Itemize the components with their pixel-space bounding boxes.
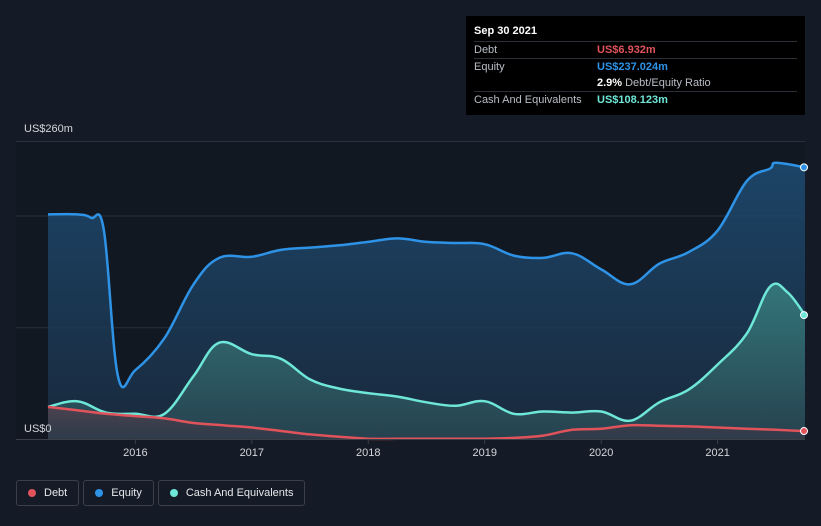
x-tick-label-2020: 2020 (589, 447, 613, 459)
tooltip-cash-label: Cash And Equivalents (474, 94, 582, 106)
x-tick-label-2017: 2017 (240, 447, 264, 459)
legend-label-debt: Debt (44, 487, 68, 499)
area-cash-and-equivalents (48, 283, 805, 439)
legend-item-debt[interactable]: Debt (16, 480, 80, 506)
line-cash-and-equivalents (47, 282, 807, 423)
end-marker-equity (800, 163, 808, 172)
tooltip-ratio-label: Debt/Equity Ratio (625, 77, 711, 89)
tooltip-row-ratio: 2.9% Debt/Equity Ratio (474, 75, 797, 91)
end-marker-debt (800, 427, 808, 436)
y-axis-top-label: US$260m (24, 123, 73, 135)
tooltip-row-equity: Equity US$237.024m (474, 58, 797, 75)
tooltip-cash-value: US$108.123m (597, 94, 668, 106)
tooltip-panel: Sep 30 2021 Debt US$6.932m Equity US$237… (466, 16, 805, 115)
series-end-markers (800, 163, 808, 436)
legend: Debt Equity Cash And Equivalents (16, 480, 309, 506)
tooltip-equity-value: US$237.024m (597, 61, 668, 73)
legend-dot-debt (28, 489, 36, 497)
legend-item-equity[interactable]: Equity (83, 480, 154, 506)
legend-dot-cash (169, 489, 178, 497)
area-debt (48, 406, 805, 439)
tooltip-row-debt: Debt US$6.932m (474, 41, 797, 58)
line-equity (47, 161, 806, 389)
tooltip-debt-value: US$6.932m (597, 44, 656, 56)
x-tick-label-2021: 2021 (705, 447, 729, 459)
line-debt (47, 405, 806, 441)
x-tick-label-2019: 2019 (472, 447, 496, 459)
tooltip-ratio-value: 2.9% (597, 77, 623, 89)
legend-label-cash: Cash And Equivalents (185, 487, 294, 499)
x-tick-label-2018: 2018 (356, 447, 380, 459)
legend-label-equity: Equity (111, 487, 142, 499)
tooltip-date: Sep 30 2021 (474, 25, 537, 37)
tooltip-debt-label: Debt (474, 44, 498, 56)
y-axis-bottom-label: US$0 (24, 423, 52, 435)
legend-item-cash[interactable]: Cash And Equivalents (157, 480, 306, 506)
end-marker-cash-and-equivalents (800, 311, 808, 320)
x-axis-ticks: 2016 2017 2018 2019 2020 2021 (123, 439, 730, 459)
series-lines (47, 161, 807, 441)
legend-dot-equity (95, 489, 104, 497)
tooltip-row-cash: Cash And Equivalents US$108.123m (474, 91, 797, 108)
x-tick-label-2016: 2016 (123, 447, 147, 459)
series-areas (48, 162, 805, 439)
tooltip-equity-label: Equity (474, 61, 505, 73)
